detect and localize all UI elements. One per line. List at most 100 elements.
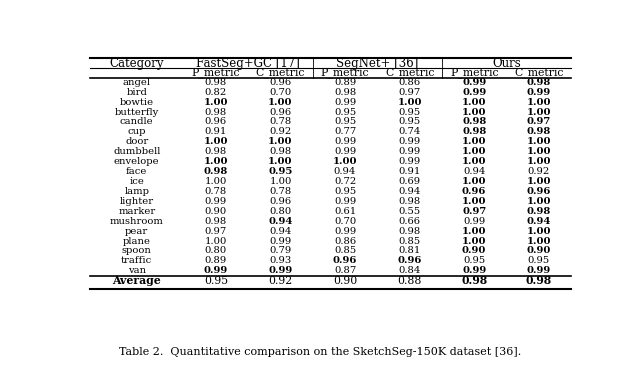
Text: 0.87: 0.87 xyxy=(334,266,356,275)
Text: 0.99: 0.99 xyxy=(462,266,486,275)
Text: 0.96: 0.96 xyxy=(269,197,291,206)
Text: 0.85: 0.85 xyxy=(334,246,356,255)
Text: 0.99: 0.99 xyxy=(334,227,356,236)
Text: Average: Average xyxy=(113,275,161,286)
Text: 0.74: 0.74 xyxy=(399,127,420,137)
Text: 0.78: 0.78 xyxy=(269,117,292,127)
Text: Table 2.  Quantitative comparison on the SketchSeg-150K dataset [36].: Table 2. Quantitative comparison on the … xyxy=(119,347,521,357)
Text: 0.98: 0.98 xyxy=(525,275,552,286)
Text: 0.94: 0.94 xyxy=(527,217,551,226)
Text: 1.00: 1.00 xyxy=(333,157,357,166)
Text: 0.99: 0.99 xyxy=(462,88,486,97)
Text: 0.78: 0.78 xyxy=(269,187,292,196)
Text: 0.95: 0.95 xyxy=(399,117,420,127)
Text: 1.00: 1.00 xyxy=(269,177,292,186)
Text: 0.90: 0.90 xyxy=(462,246,486,255)
Text: 0.98: 0.98 xyxy=(205,217,227,226)
Text: 0.99: 0.99 xyxy=(334,98,356,107)
Text: P_metric: P_metric xyxy=(191,67,240,78)
Text: 0.70: 0.70 xyxy=(334,217,356,226)
Text: 0.61: 0.61 xyxy=(334,207,356,216)
Text: 0.96: 0.96 xyxy=(527,187,551,196)
Text: 0.90: 0.90 xyxy=(205,207,227,216)
Text: 0.91: 0.91 xyxy=(399,167,420,176)
Text: 0.95: 0.95 xyxy=(527,256,550,265)
Text: 0.66: 0.66 xyxy=(399,217,420,226)
Text: 1.00: 1.00 xyxy=(462,147,486,156)
Text: 0.99: 0.99 xyxy=(205,197,227,206)
Text: dumbbell: dumbbell xyxy=(113,147,161,156)
Text: lighter: lighter xyxy=(120,197,154,206)
Text: 0.95: 0.95 xyxy=(463,256,485,265)
Text: 0.81: 0.81 xyxy=(399,246,420,255)
Text: 1.00: 1.00 xyxy=(527,147,551,156)
Text: 0.99: 0.99 xyxy=(334,197,356,206)
Text: 0.92: 0.92 xyxy=(527,167,550,176)
Text: 0.98: 0.98 xyxy=(461,275,487,286)
Text: 0.90: 0.90 xyxy=(527,246,551,255)
Text: 0.98: 0.98 xyxy=(462,117,486,127)
Text: 1.00: 1.00 xyxy=(527,157,551,166)
Text: angel: angel xyxy=(123,78,151,87)
Text: van: van xyxy=(127,266,146,275)
Text: 0.97: 0.97 xyxy=(399,88,420,97)
Text: 0.84: 0.84 xyxy=(399,266,420,275)
Text: 0.69: 0.69 xyxy=(399,177,420,186)
Text: 0.79: 0.79 xyxy=(269,246,292,255)
Text: 0.98: 0.98 xyxy=(334,88,356,97)
Text: 0.89: 0.89 xyxy=(205,256,227,265)
Text: 0.80: 0.80 xyxy=(205,246,227,255)
Text: 0.98: 0.98 xyxy=(527,78,551,87)
Text: 1.00: 1.00 xyxy=(527,98,551,107)
Text: 0.95: 0.95 xyxy=(334,108,356,116)
Text: 1.00: 1.00 xyxy=(462,108,486,116)
Text: 0.94: 0.94 xyxy=(269,227,292,236)
Text: 1.00: 1.00 xyxy=(462,157,486,166)
Text: mushroom: mushroom xyxy=(110,217,164,226)
Text: C_metric: C_metric xyxy=(514,67,563,78)
Text: FastSeg+GC [17]: FastSeg+GC [17] xyxy=(196,57,300,70)
Text: cup: cup xyxy=(127,127,146,137)
Text: 0.98: 0.98 xyxy=(462,127,486,137)
Text: 0.94: 0.94 xyxy=(268,217,292,226)
Text: 0.86: 0.86 xyxy=(399,78,420,87)
Text: 0.96: 0.96 xyxy=(205,117,227,127)
Text: 0.99: 0.99 xyxy=(269,236,292,246)
Text: lamp: lamp xyxy=(124,187,149,196)
Text: 0.96: 0.96 xyxy=(333,256,357,265)
Text: 0.99: 0.99 xyxy=(527,88,551,97)
Text: 0.99: 0.99 xyxy=(527,266,551,275)
Text: 0.95: 0.95 xyxy=(204,276,228,286)
Text: 0.93: 0.93 xyxy=(269,256,292,265)
Text: 0.94: 0.94 xyxy=(399,187,420,196)
Text: 0.82: 0.82 xyxy=(205,88,227,97)
Text: 0.96: 0.96 xyxy=(462,187,486,196)
Text: 1.00: 1.00 xyxy=(462,197,486,206)
Text: traffic: traffic xyxy=(121,256,152,265)
Text: butterfly: butterfly xyxy=(115,108,159,116)
Text: ice: ice xyxy=(129,177,144,186)
Text: 1.00: 1.00 xyxy=(205,236,227,246)
Text: 1.00: 1.00 xyxy=(397,98,422,107)
Text: 0.99: 0.99 xyxy=(399,137,420,146)
Text: 0.77: 0.77 xyxy=(334,127,356,137)
Text: 0.92: 0.92 xyxy=(269,127,292,137)
Text: bowtie: bowtie xyxy=(120,98,154,107)
Text: 0.94: 0.94 xyxy=(463,167,485,176)
Text: 0.70: 0.70 xyxy=(269,88,292,97)
Text: 0.80: 0.80 xyxy=(269,207,292,216)
Text: bird: bird xyxy=(126,88,147,97)
Text: 0.98: 0.98 xyxy=(527,127,551,137)
Text: 0.92: 0.92 xyxy=(268,276,292,286)
Text: 0.90: 0.90 xyxy=(333,276,357,286)
Text: 0.98: 0.98 xyxy=(269,147,292,156)
Text: 0.99: 0.99 xyxy=(462,78,486,87)
Text: 0.98: 0.98 xyxy=(399,227,420,236)
Text: 0.99: 0.99 xyxy=(399,147,420,156)
Text: spoon: spoon xyxy=(122,246,152,255)
Text: 0.99: 0.99 xyxy=(334,147,356,156)
Text: 1.00: 1.00 xyxy=(527,108,551,116)
Text: 0.95: 0.95 xyxy=(399,108,420,116)
Text: face: face xyxy=(126,167,147,176)
Text: 0.99: 0.99 xyxy=(334,137,356,146)
